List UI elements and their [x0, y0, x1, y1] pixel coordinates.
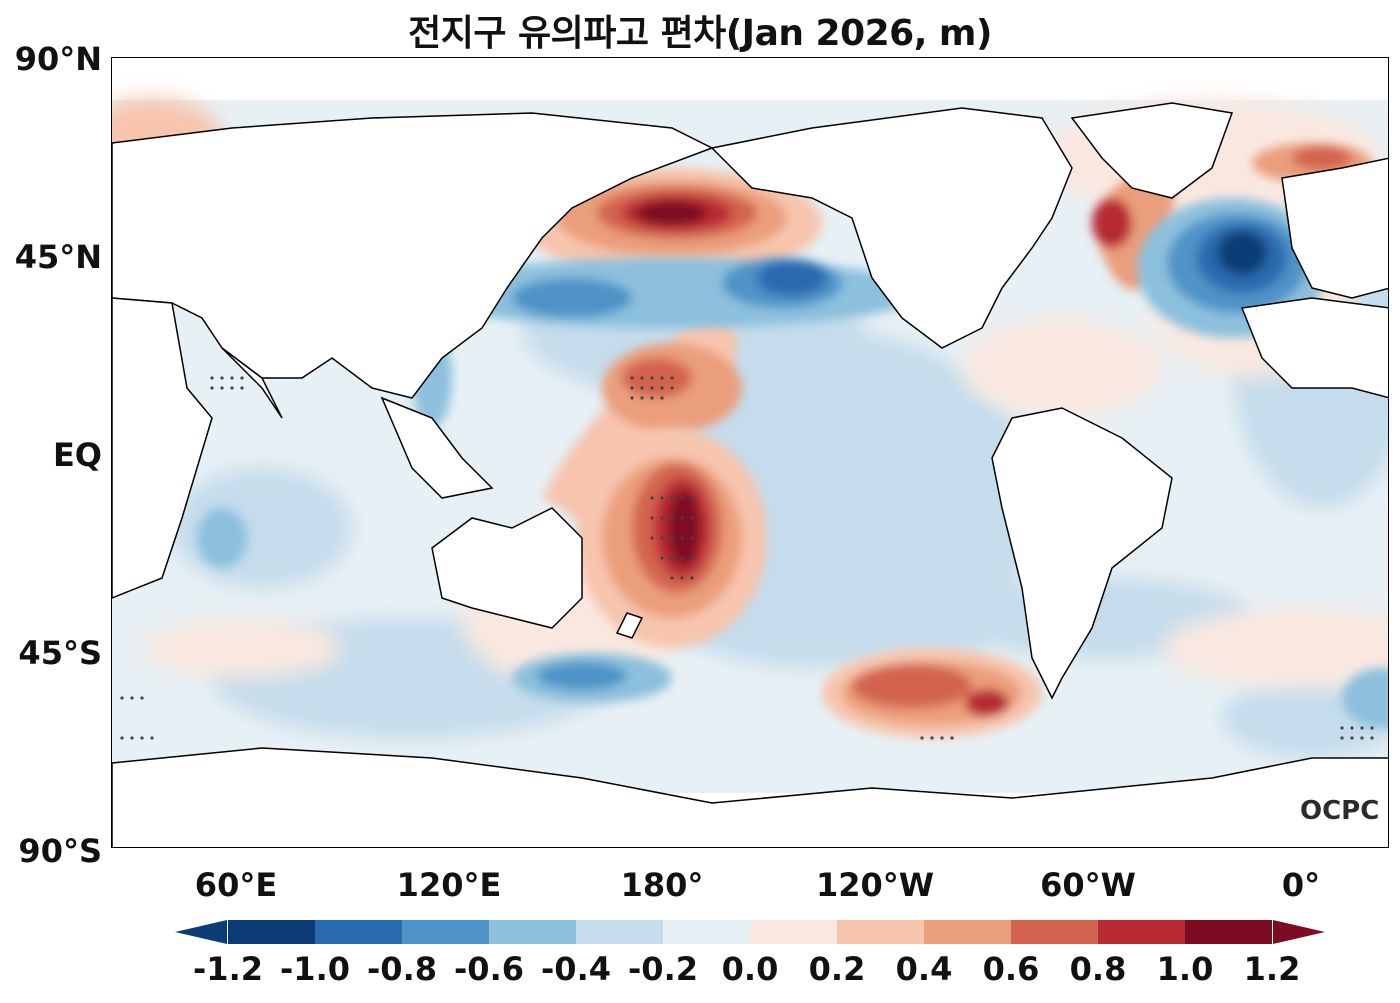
colorbar-tick-label: 0.4 [895, 950, 953, 988]
map-title: 전지구 유의파고 편차(Jan 2026, m) [408, 13, 992, 54]
southeast-asia-land [380, 396, 494, 499]
colorbar-cell [315, 920, 402, 944]
arctic-no-data [112, 58, 1388, 100]
colorbar-tick-label: 0.0 [721, 950, 779, 988]
colorbar-cell [663, 920, 750, 944]
antarctica-land [112, 747, 1388, 847]
colorbar-cell [489, 920, 576, 944]
lon-label-0: 0° [1281, 866, 1321, 904]
colorbar-cell [1098, 920, 1185, 944]
colorbar-tick-label: 1.0 [1156, 950, 1214, 988]
australia-land [431, 507, 583, 629]
colorbar-cell [837, 920, 924, 944]
africa-land [112, 297, 213, 599]
colorbar-tick-label: 0.2 [808, 950, 866, 988]
south-america-land [991, 407, 1173, 700]
colorbar-cell [228, 920, 315, 944]
colorbar-tick-label: -0.4 [541, 950, 611, 988]
colorbar-cell [1011, 920, 1098, 944]
colorbar-cell [750, 920, 837, 944]
lon-label-60w: 60°W [1040, 866, 1136, 904]
india-land [221, 347, 283, 419]
colorbar-tick-label: 0.8 [1069, 950, 1127, 988]
north-pacific-positive [522, 168, 822, 278]
lat-label-90s: 90°S [18, 832, 102, 870]
colorbar-extend-high [1273, 920, 1325, 944]
lat-label-eq: EQ [52, 436, 102, 474]
significance-stippling [120, 376, 1374, 740]
west-africa-land [1240, 297, 1388, 399]
colorbar-cell [576, 920, 663, 944]
eurasia-land [112, 112, 714, 399]
colorbar-tick-label: -1.0 [280, 950, 350, 988]
lat-label-45n: 45°N [14, 238, 102, 276]
new-zealand-land [615, 612, 644, 639]
colorbar-cell [924, 920, 1011, 944]
europe-land [1281, 157, 1388, 299]
colorbar-cell [1185, 920, 1272, 944]
lon-label-120e: 120°E [396, 866, 502, 904]
lon-label-60e: 60°E [194, 866, 278, 904]
colorbar-tick-label: 1.2 [1243, 950, 1301, 988]
north-pacific-negative [422, 258, 922, 328]
greenland-land [1070, 102, 1234, 199]
lat-label-45s: 45°S [18, 634, 102, 672]
southeast-pacific-positive [822, 648, 1042, 738]
land-masses [112, 102, 1388, 847]
colorbar-cell [402, 920, 489, 944]
lat-label-90n: 90°N [14, 40, 102, 78]
colorbar-extend-low [175, 920, 227, 944]
colorbar-tick-label: -0.6 [454, 950, 524, 988]
colorbar [175, 920, 1325, 944]
colorbar-tick-label: -0.2 [628, 950, 698, 988]
colorbar-tick-label: -0.8 [367, 950, 437, 988]
lon-label-180: 180° [620, 866, 704, 904]
ocpc-logo: OCPC [1300, 796, 1380, 826]
lon-label-120w: 120°W [815, 866, 935, 904]
map-plot-area [111, 57, 1389, 848]
colorbar-cells [228, 920, 1272, 944]
north-america-land [710, 107, 1073, 349]
colorbar-tick-label: 0.6 [982, 950, 1040, 988]
colorbar-tick-label: -1.2 [193, 950, 263, 988]
wave-height-anomaly-map [112, 58, 1388, 847]
